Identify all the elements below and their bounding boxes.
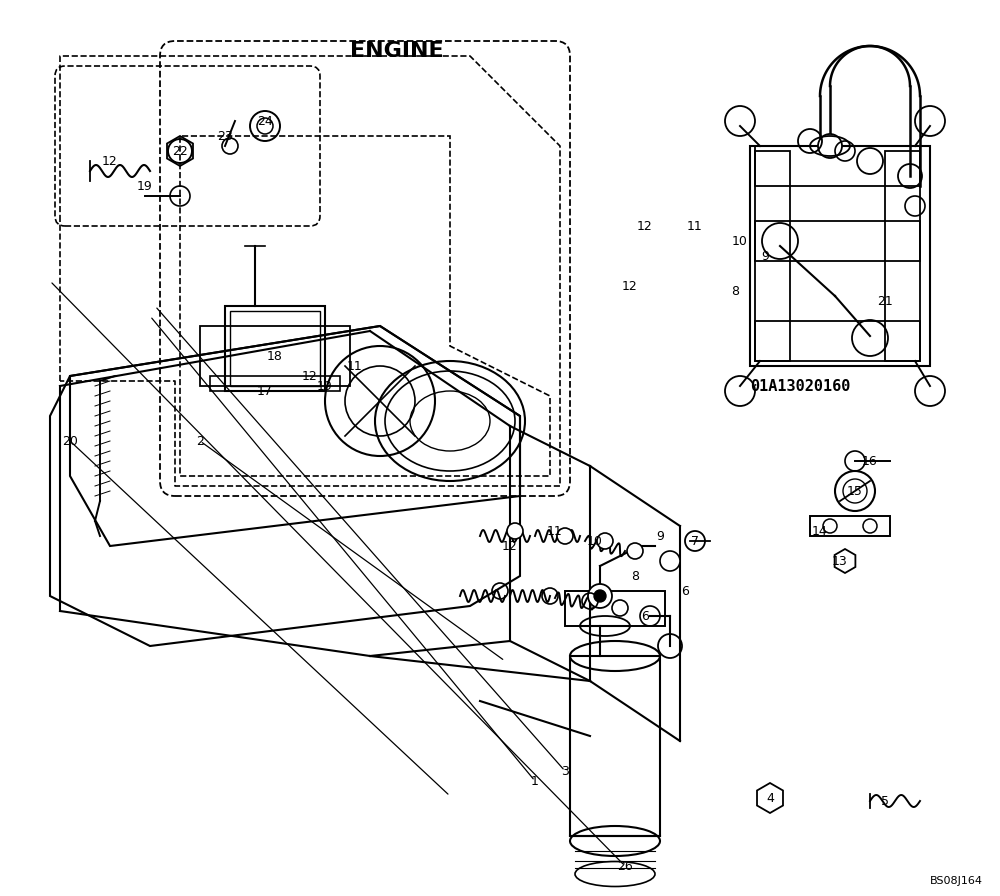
Text: 24: 24 (257, 115, 273, 127)
Circle shape (594, 590, 606, 602)
Text: 12: 12 (502, 539, 518, 553)
Text: 01A13020160: 01A13020160 (750, 378, 850, 393)
Text: 10: 10 (587, 535, 603, 547)
Text: 12: 12 (102, 154, 118, 168)
Text: 10: 10 (732, 235, 748, 247)
Text: 8: 8 (631, 570, 639, 582)
Text: 18: 18 (267, 349, 283, 363)
Text: 6: 6 (641, 609, 649, 623)
Text: 22: 22 (172, 144, 188, 158)
Circle shape (818, 134, 842, 158)
Text: 6: 6 (681, 584, 689, 598)
Bar (210, 376, 340, 391)
Text: ENGINE: ENGINE (350, 41, 444, 61)
Circle shape (660, 551, 680, 571)
Text: 1: 1 (531, 774, 539, 788)
Circle shape (597, 533, 613, 549)
Text: 19: 19 (317, 380, 333, 392)
Text: 12: 12 (637, 220, 653, 232)
Text: 17: 17 (257, 384, 273, 398)
Text: BS08J164: BS08J164 (930, 876, 983, 886)
Bar (755, 221, 920, 261)
Bar (755, 146, 920, 186)
Bar (885, 151, 920, 361)
Circle shape (557, 528, 573, 544)
Text: 9: 9 (656, 530, 664, 542)
Text: 9: 9 (761, 249, 769, 263)
Circle shape (627, 543, 643, 559)
Bar (755, 321, 920, 361)
Bar (810, 516, 890, 536)
Text: 2: 2 (196, 435, 204, 447)
Text: 13: 13 (832, 555, 848, 567)
Text: 12: 12 (302, 369, 318, 383)
Text: 11: 11 (347, 359, 363, 373)
Bar (230, 311, 320, 386)
Text: 21: 21 (877, 295, 893, 307)
Bar (755, 151, 790, 361)
Circle shape (588, 584, 612, 608)
Text: 14: 14 (812, 524, 828, 538)
Bar (200, 326, 350, 386)
Text: 11: 11 (687, 220, 703, 232)
Text: 12: 12 (622, 280, 638, 292)
Text: 23: 23 (217, 130, 233, 142)
Text: 3: 3 (561, 764, 569, 778)
Bar (565, 591, 665, 626)
Text: 8: 8 (731, 285, 739, 297)
Text: 15: 15 (847, 485, 863, 497)
Bar (570, 656, 660, 836)
Text: 5: 5 (881, 795, 889, 807)
Text: 11: 11 (547, 524, 563, 538)
Circle shape (507, 523, 523, 539)
Bar (225, 306, 325, 391)
Bar (750, 146, 930, 366)
Text: 16: 16 (862, 454, 878, 468)
Text: 19: 19 (137, 179, 153, 193)
Text: 26: 26 (617, 859, 633, 873)
Text: 7: 7 (691, 535, 699, 547)
Text: 4: 4 (766, 791, 774, 805)
Text: 20: 20 (62, 435, 78, 447)
